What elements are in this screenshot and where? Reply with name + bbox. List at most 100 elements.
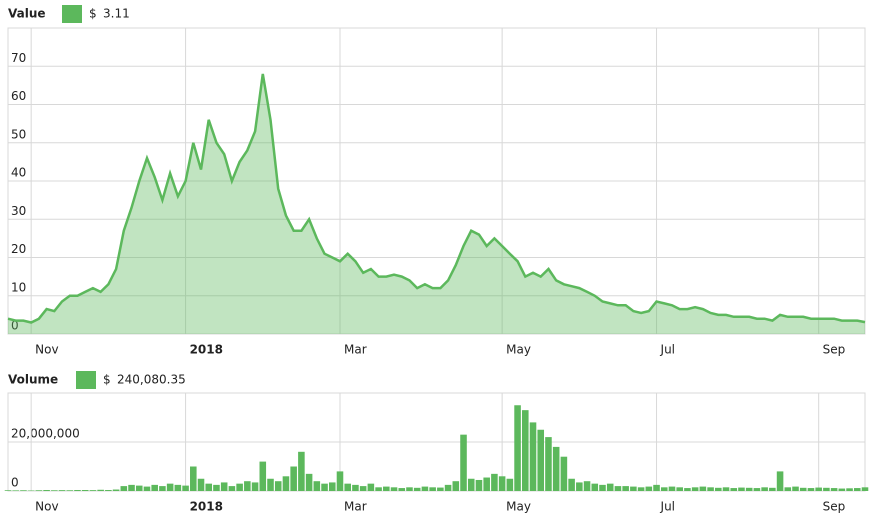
x-tick-label: May: [506, 343, 531, 357]
bar: [151, 484, 158, 491]
bar: [784, 487, 792, 491]
y-tick-label: 50: [11, 127, 26, 141]
bar: [637, 487, 645, 491]
bar: [20, 490, 27, 491]
bar: [444, 484, 452, 491]
bar: [753, 488, 761, 491]
bar: [437, 487, 444, 491]
bar: [344, 483, 351, 491]
bar: [128, 484, 135, 491]
bar: [606, 483, 614, 491]
bar: [205, 483, 213, 491]
bar: [174, 484, 182, 491]
bar: [776, 471, 784, 491]
x-tick-label: Sep: [823, 500, 846, 514]
bar: [498, 476, 506, 491]
bar: [830, 488, 838, 491]
bar: [838, 488, 846, 491]
legend-currency: $: [89, 7, 97, 21]
bar: [305, 473, 313, 491]
bar: [514, 405, 521, 491]
x-tick-label: May: [506, 500, 531, 514]
bar: [182, 485, 189, 491]
bar: [792, 486, 799, 491]
bar: [483, 477, 490, 491]
bar: [699, 486, 707, 491]
bar: [298, 451, 305, 491]
x-tick-label: 2018: [190, 500, 223, 514]
y-tick-label: 20,000,000: [11, 427, 80, 441]
bar: [228, 486, 236, 491]
bar: [197, 478, 205, 491]
bar: [51, 490, 58, 491]
bar: [413, 487, 421, 491]
bar: [120, 486, 128, 491]
bar: [328, 482, 336, 491]
bar: [81, 490, 89, 491]
bar: [166, 483, 174, 491]
bar: [66, 490, 74, 491]
bar: [745, 487, 753, 491]
y-tick-label: 20: [11, 242, 26, 256]
bar: [660, 487, 668, 491]
legend-title: Value: [8, 7, 46, 21]
bar: [135, 485, 143, 491]
bar: [560, 456, 568, 491]
bar: [815, 487, 822, 491]
bar: [220, 482, 228, 491]
bar: [105, 490, 112, 491]
legend-swatch: [76, 371, 96, 389]
bar: [668, 486, 676, 491]
x-tick-label: Nov: [35, 500, 58, 514]
bar: [429, 487, 436, 491]
bar: [537, 429, 545, 491]
bar: [282, 476, 290, 491]
y-tick-label: 60: [11, 89, 26, 103]
bar: [738, 487, 745, 491]
x-tick-label: Jul: [660, 343, 675, 357]
x-tick-label: Nov: [35, 343, 58, 357]
bar: [89, 490, 97, 491]
bar: [112, 489, 120, 491]
bar: [467, 478, 475, 491]
bar: [313, 481, 321, 491]
bar: [336, 471, 344, 491]
area-fill: [8, 73, 865, 335]
bar: [576, 482, 583, 491]
legend-value: 3.11: [103, 7, 130, 21]
bar: [691, 487, 699, 491]
bar: [390, 487, 398, 491]
y-tick-label: 10: [11, 280, 26, 294]
x-tick-label: Mar: [344, 343, 367, 357]
bar: [375, 487, 382, 491]
bar: [359, 486, 367, 491]
bar: [823, 487, 830, 491]
bar: [97, 489, 104, 491]
bar: [583, 481, 591, 491]
bar: [35, 490, 43, 491]
x-tick-label: Mar: [344, 500, 367, 514]
bar: [12, 490, 20, 491]
y-tick-label: 40: [11, 166, 26, 180]
bar: [853, 488, 861, 491]
bar: [159, 486, 166, 491]
bar: [259, 461, 267, 491]
bar: [684, 488, 691, 491]
bar: [761, 487, 768, 491]
bar: [599, 484, 606, 491]
bar: [715, 487, 722, 491]
bar: [475, 479, 483, 491]
bar: [568, 478, 575, 491]
bar: [383, 486, 390, 491]
bar: [491, 473, 498, 491]
bar: [251, 482, 259, 491]
bar: [290, 466, 297, 491]
legend-currency: $: [103, 373, 111, 387]
y-tick-label: 30: [11, 204, 26, 218]
bar: [799, 487, 807, 491]
bar: [213, 484, 220, 491]
bar: [452, 481, 460, 491]
bar: [506, 478, 514, 491]
